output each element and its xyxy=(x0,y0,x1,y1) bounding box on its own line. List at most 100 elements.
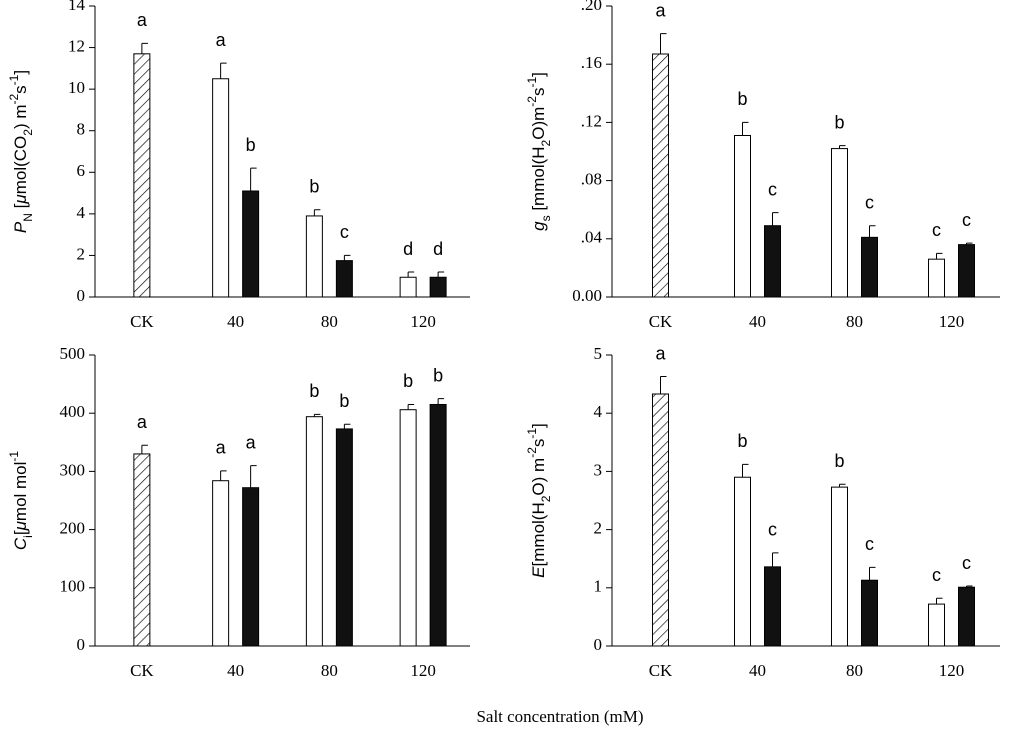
significance-letter: c xyxy=(932,565,941,585)
y-axis-title-part: ] xyxy=(11,70,30,75)
significance-letter: c xyxy=(865,192,874,212)
y-axis-title-part: -1 xyxy=(7,74,21,85)
y-tick-label: 1 xyxy=(594,577,603,596)
y-axis-title-part: -1 xyxy=(525,77,539,88)
significance-letter: b xyxy=(737,431,747,451)
bar xyxy=(734,134,751,298)
x-tick-label: 120 xyxy=(410,661,436,680)
y-tick-label: .04 xyxy=(581,228,603,247)
significance-letter: a xyxy=(216,30,227,50)
y-tick-label: 0 xyxy=(594,635,603,654)
y-axis-title-part: -2 xyxy=(7,93,21,104)
y-axis-title-part: mol mol xyxy=(11,462,30,522)
bar xyxy=(305,215,323,298)
error-bar xyxy=(660,376,667,394)
y-axis-title: gs [mmol(H2O)m-2s-1] xyxy=(525,72,553,231)
y-axis-title-part: s xyxy=(529,439,548,448)
y-axis-title-part: 2 xyxy=(539,495,553,502)
significance-letter: b xyxy=(309,381,319,401)
error-bar xyxy=(437,271,445,278)
significance-letter: c xyxy=(865,534,874,554)
error-bar xyxy=(313,413,321,417)
bar xyxy=(652,53,669,298)
bar xyxy=(429,403,447,647)
y-axis-title-part: i xyxy=(21,535,35,538)
x-tick-label: 40 xyxy=(749,661,766,680)
error-bar xyxy=(343,254,351,261)
y-axis-title-part: E xyxy=(529,566,548,578)
y-axis-title-part: ) m xyxy=(11,104,30,129)
error-bar xyxy=(141,444,148,454)
significance-letter: b xyxy=(246,135,256,155)
error-bar xyxy=(839,145,846,149)
y-axis-title-part: C xyxy=(11,537,30,550)
bar xyxy=(335,260,353,298)
error-bar xyxy=(250,465,257,488)
error-bar xyxy=(839,483,846,488)
y-axis-title-part: O)m xyxy=(529,107,548,140)
error-bar xyxy=(660,33,667,55)
y-tick-label: 2 xyxy=(77,244,86,263)
significance-letter: b xyxy=(834,112,844,132)
x-tick-label: 40 xyxy=(227,312,244,331)
significance-letter: c xyxy=(932,220,941,240)
y-tick-label: 5 xyxy=(594,344,603,363)
significance-letter: a xyxy=(216,438,227,458)
significance-letter: c xyxy=(962,553,971,573)
y-axis-title: E[mmol(H2O) m-2s-1] xyxy=(525,423,553,578)
significance-letter: b xyxy=(834,451,844,471)
bar xyxy=(831,486,848,647)
bar xyxy=(305,416,323,647)
significance-letter: b xyxy=(403,371,413,391)
error-bar xyxy=(220,62,227,79)
significance-letter: a xyxy=(655,343,666,363)
significance-letter: c xyxy=(768,179,777,199)
bar xyxy=(958,244,975,298)
y-axis-title-part: [mmol(H xyxy=(529,146,548,215)
y-axis-title-part: s xyxy=(539,215,553,221)
error-bar xyxy=(437,398,445,405)
x-tick-label: 40 xyxy=(227,661,244,680)
significance-letter: a xyxy=(246,432,257,452)
y-axis-title-part: -1 xyxy=(7,451,21,462)
x-tick-label: CK xyxy=(130,312,154,331)
error-bar xyxy=(343,423,351,429)
bar xyxy=(764,225,781,298)
y-tick-label: 0.00 xyxy=(572,286,602,305)
error-bar xyxy=(407,403,415,410)
y-axis-title-part: [ xyxy=(11,530,30,535)
y-axis-title-part: N xyxy=(21,213,35,222)
y-tick-label: 10 xyxy=(68,78,85,97)
x-tick-label: 80 xyxy=(321,661,338,680)
y-tick-label: .16 xyxy=(581,53,602,72)
bar xyxy=(133,53,151,298)
bar xyxy=(212,480,230,647)
significance-letter: b xyxy=(737,89,747,109)
bar xyxy=(861,236,878,298)
y-tick-label: 3 xyxy=(594,460,603,479)
y-axis-title-part: 2 xyxy=(539,139,553,146)
y-axis-title-part: [ xyxy=(11,203,30,213)
bar xyxy=(399,409,417,647)
bar xyxy=(212,78,230,298)
y-axis-title-part: ] xyxy=(529,72,548,77)
y-axis-title: PN [μmol(CO2) m-2s-1] xyxy=(7,70,35,233)
bar xyxy=(133,453,151,647)
bar xyxy=(652,393,669,647)
x-tick-label: CK xyxy=(649,661,673,680)
y-tick-label: .12 xyxy=(581,111,602,130)
x-tick-label: 120 xyxy=(939,661,965,680)
error-bar xyxy=(966,242,973,245)
x-tick-label: CK xyxy=(649,312,673,331)
significance-letter: d xyxy=(433,239,443,259)
error-bar xyxy=(742,463,749,478)
y-axis-title-part: μ xyxy=(11,520,30,531)
bar xyxy=(242,487,260,647)
significance-letter: b xyxy=(309,176,319,196)
y-tick-label: 0 xyxy=(77,286,86,305)
y-tick-label: 6 xyxy=(77,161,86,180)
significance-letter: a xyxy=(137,412,148,432)
error-bar xyxy=(936,252,943,260)
significance-letter: c xyxy=(962,210,971,230)
